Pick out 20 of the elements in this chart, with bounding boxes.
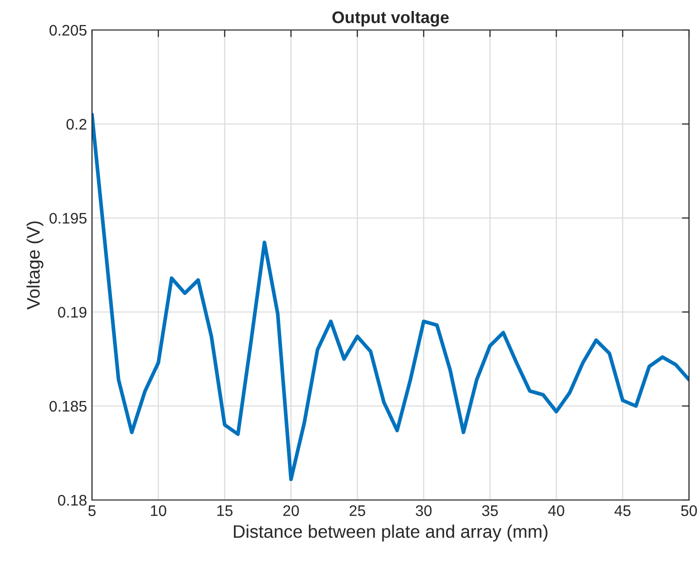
chart-title: Output voltage: [332, 10, 449, 27]
y-tick-label: 0.2: [66, 118, 86, 130]
x-tick-label: 40: [548, 505, 564, 516]
y-tick-label: 0.19: [58, 306, 86, 318]
x-tick-label: 10: [151, 505, 166, 516]
x-tick-label: 5: [88, 505, 96, 516]
x-tick-label: 20: [283, 505, 299, 516]
x-tick-label: 50: [681, 505, 697, 516]
y-tick-label: 0.205: [50, 24, 86, 36]
y-axis-title: Voltage (V): [26, 221, 44, 310]
x-tick-label: 15: [217, 505, 233, 516]
x-tick-label: 30: [416, 505, 432, 516]
y-tick-label: 0.18: [58, 494, 86, 506]
x-tick-label: 25: [350, 505, 366, 516]
x-tick-label: 45: [614, 505, 631, 516]
x-tick-label: 35: [482, 505, 498, 516]
line-series: [92, 112, 689, 482]
y-tick-label: 0.195: [50, 212, 86, 224]
y-tick-label: 0.185: [50, 400, 86, 412]
x-axis-title: Distance between plate and array (mm): [234, 524, 548, 542]
